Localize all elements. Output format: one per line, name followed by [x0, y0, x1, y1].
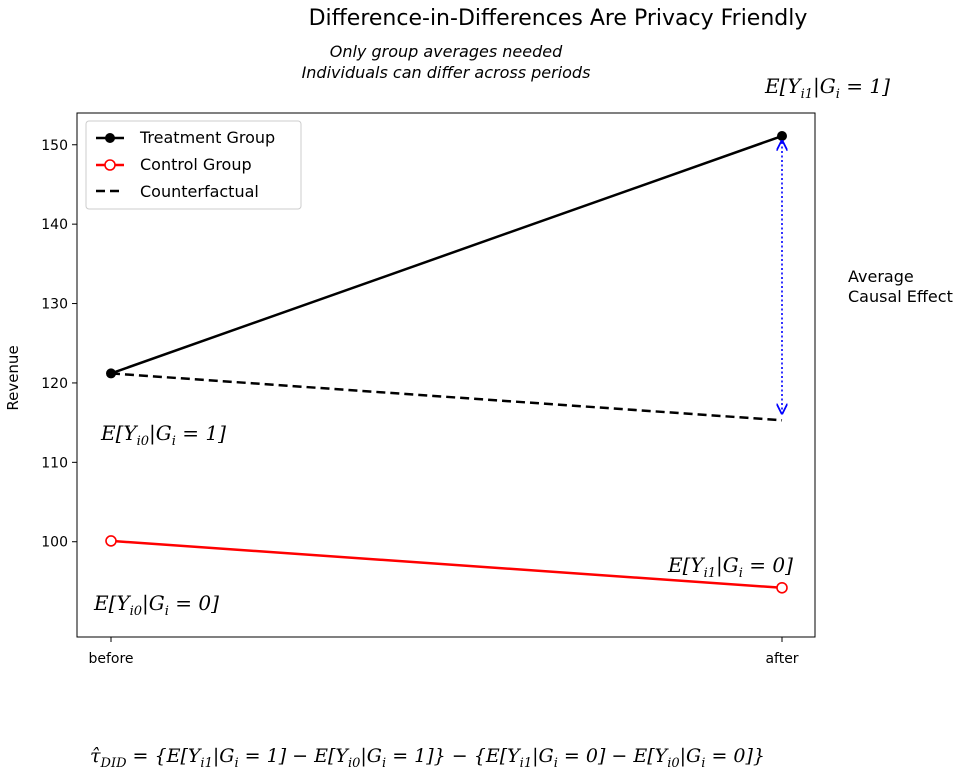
treatment-point-before [106, 368, 116, 379]
y-tick-label: 130 [41, 297, 68, 313]
legend-label-counterfactual: Counterfactual [140, 182, 259, 201]
x-tick-label-after: after [765, 651, 798, 667]
legend: Treatment Group Control Group Counterfac… [85, 120, 302, 210]
treatment-line [110, 134, 783, 375]
y-axis-label: Revenue [4, 345, 22, 410]
y-tick-label: 110 [41, 455, 68, 471]
annotation-control-before: E[Yi0|Gi = 0] [93, 591, 219, 619]
y-tick-label: 150 [41, 138, 68, 154]
counterfactual-line [110, 372, 783, 422]
x-tick-label-before: before [88, 651, 133, 667]
annotation-treat-before: E[Yi0|Gi = 1] [100, 421, 226, 449]
legend-marker-control [104, 159, 116, 171]
causal-effect-label-line-1: Average [848, 267, 914, 286]
control-point-before [105, 535, 117, 547]
control-line [110, 539, 783, 590]
legend-label-treatment: Treatment Group [139, 128, 275, 147]
did-formula: τ̂DID = {E[Yi1|Gi = 1] − E[Yi0|Gi = 1]} … [90, 745, 765, 771]
plot-area [76, 112, 816, 638]
y-axis-ticks: 100 110 120 130 140 150 [41, 138, 77, 551]
legend-marker-treatment [105, 133, 115, 143]
causal-effect-label-line-2: Causal Effect [848, 287, 953, 306]
chart-subtitle-line-1: Only group averages needed [330, 42, 563, 61]
legend-frame [85, 120, 302, 210]
annotation-treat-after: E[Yi1|Gi = 1] [764, 74, 890, 102]
y-tick-label: 100 [41, 535, 68, 551]
annotation-control-after: E[Yi1|Gi = 0] [667, 553, 793, 581]
chart-subtitle-line-2: Individuals can differ across periods [302, 63, 591, 82]
chart-title: Difference-in-Differences Are Privacy Fr… [309, 6, 808, 31]
control-point-after [776, 581, 788, 594]
treatment-point-after [777, 131, 787, 142]
legend-label-control: Control Group [140, 155, 252, 174]
y-tick-label: 120 [41, 376, 68, 392]
y-tick-label: 140 [41, 217, 68, 233]
